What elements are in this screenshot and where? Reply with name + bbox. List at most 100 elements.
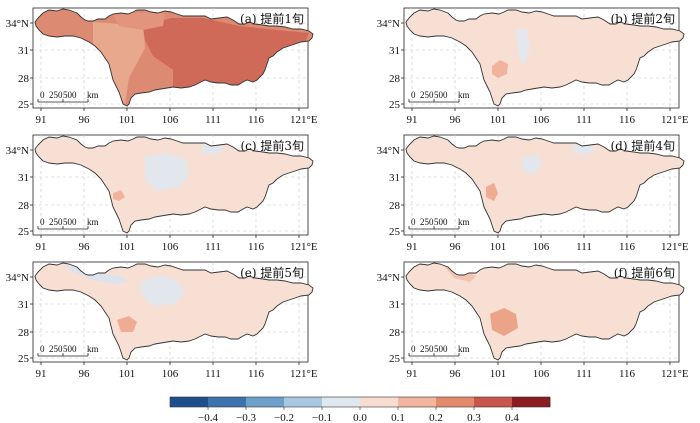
x-tick-label: 101 (119, 241, 136, 253)
y-tick-label: 34°N (377, 18, 400, 30)
x-tick-label: 96 (450, 114, 462, 126)
map-panel: (b) 提前2旬 0 250 500 km 91 96 101 106 111 116 121°E 34… (377, 7, 689, 126)
colorbar-segment (436, 397, 475, 407)
y-tick-label: 34°N (6, 272, 29, 284)
x-tick-label: 91 (36, 114, 47, 126)
x-tick-label: 96 (450, 241, 462, 253)
scale-bar-label: 0 (411, 344, 416, 354)
x-tick-label: 111 (205, 241, 221, 253)
anomaly-region (522, 155, 542, 175)
x-tick-label: 111 (205, 368, 221, 380)
anomaly-region (141, 276, 185, 306)
scale-bar-label: 250 (49, 344, 63, 354)
y-tick-label: 28 (389, 327, 401, 339)
anomaly-region (572, 143, 596, 155)
scale-bar-label: km (458, 217, 470, 227)
x-tick-label: 96 (450, 368, 462, 380)
scale-bar-label: 0 (40, 344, 45, 354)
colorbar-segment (322, 397, 361, 407)
y-tick-label: 34°N (377, 272, 400, 284)
scale-bar-label: km (458, 344, 470, 354)
scale-bar-label: 250 (420, 344, 434, 354)
scale-bar-label: 500 (63, 217, 77, 227)
y-tick-label: 28 (389, 73, 401, 85)
map-panel: (d) 提前4旬 0 250 500 km 91 96 101 106 111 116 121°E 34… (377, 134, 689, 253)
x-tick-label: 116 (619, 241, 636, 253)
x-tick-label: 91 (36, 368, 47, 380)
anomaly-region (516, 28, 530, 66)
x-tick-label: 91 (407, 368, 418, 380)
x-tick-label: 96 (79, 241, 91, 253)
x-tick-label: 106 (533, 368, 550, 380)
x-tick-label: 111 (576, 114, 592, 126)
scale-bar-label: 250 (49, 90, 63, 100)
colorbar-tick-label: −0.4 (198, 412, 218, 423)
y-tick-label: 25 (18, 226, 30, 238)
y-tick-label: 25 (389, 353, 401, 365)
anomaly-region (93, 22, 145, 104)
y-tick-label: 25 (389, 99, 401, 111)
colorbar-tick-label: 0.4 (505, 412, 519, 423)
y-tick-label: 25 (18, 353, 30, 365)
x-tick-label: 111 (576, 368, 592, 380)
anomaly-region (117, 316, 137, 332)
colorbar-segment (208, 397, 247, 407)
map-panel: (f) 提前6旬 0 250 500 km 91 96 101 106 111 116 121°E 34… (377, 261, 689, 380)
scale-bar-label: 250 (420, 90, 434, 100)
y-tick-label: 31 (389, 172, 400, 184)
x-tick-label: 121°E (290, 241, 318, 253)
colorbar-tick-label: −0.2 (274, 412, 294, 423)
scale-bar-label: km (458, 90, 470, 100)
x-tick-label: 116 (619, 368, 636, 380)
panel-label: (f) 提前6旬 (614, 265, 675, 280)
scale-bar-label: 250 (49, 217, 63, 227)
scale-bar-label: 250 (420, 217, 434, 227)
anomaly-region (486, 183, 498, 201)
map-panel: (c) 提前3旬 0 250 500 km 91 96 101 106 111 116 121°E 34… (6, 134, 318, 253)
scale-bar-label: 500 (434, 344, 448, 354)
x-tick-label: 106 (162, 368, 179, 380)
anomaly-region (145, 153, 189, 191)
panel-label: (d) 提前4旬 (611, 138, 676, 153)
scale-bar-label: 500 (434, 217, 448, 227)
x-tick-label: 106 (162, 241, 179, 253)
y-tick-label: 25 (18, 99, 30, 111)
anomaly-region (113, 12, 165, 30)
colorbar-segment (360, 397, 399, 407)
x-tick-label: 121°E (290, 368, 318, 380)
y-tick-label: 31 (389, 45, 400, 57)
y-tick-label: 28 (18, 200, 30, 212)
x-tick-label: 91 (407, 114, 418, 126)
scale-bar: 0 250 500 km (37, 217, 99, 230)
scale-bar-label: km (87, 90, 99, 100)
colorbar-segment (512, 397, 551, 407)
x-tick-label: 101 (119, 114, 136, 126)
x-tick-label: 121°E (290, 114, 318, 126)
x-tick-label: 101 (490, 241, 507, 253)
x-tick-label: 106 (162, 114, 179, 126)
x-tick-label: 101 (490, 114, 507, 126)
scale-bar-label: km (87, 217, 99, 227)
x-tick-label: 116 (248, 241, 265, 253)
x-tick-label: 111 (576, 241, 592, 253)
y-tick-label: 25 (389, 226, 401, 238)
x-tick-label: 106 (533, 241, 550, 253)
scale-bar: 0 250 500 km (408, 344, 470, 357)
x-tick-label: 111 (205, 114, 221, 126)
x-tick-label: 121°E (661, 368, 689, 380)
y-tick-label: 31 (18, 299, 29, 311)
colorbar-segment (246, 397, 285, 407)
colorbar-segment (398, 397, 437, 407)
colorbar-tick-label: 0.1 (391, 412, 405, 423)
x-tick-label: 101 (490, 368, 507, 380)
anomaly-region (492, 60, 508, 78)
colorbar-tick-label: 0.3 (467, 412, 481, 423)
colorbar-tick-label: −0.1 (312, 412, 332, 423)
y-tick-label: 31 (18, 45, 29, 57)
x-tick-label: 116 (619, 114, 636, 126)
panel-label: (e) 提前5旬 (240, 265, 304, 280)
map-panel: (e) 提前5旬 0 250 500 km 91 96 101 106 111 116 121°E 34… (6, 261, 318, 380)
scale-bar-label: 0 (411, 90, 416, 100)
y-tick-label: 28 (18, 327, 30, 339)
